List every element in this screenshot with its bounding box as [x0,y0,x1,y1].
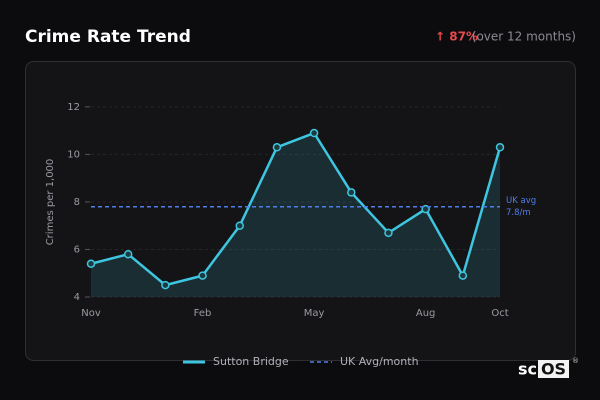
marker [458,271,468,280]
x-tick-label: Oct [491,308,508,319]
marker [272,143,282,152]
legend-label: Sutton Bridge [213,355,289,368]
reference-annotation: UK avg [506,196,536,206]
logo-mark: ® [572,357,579,365]
y-tick-label: 6 [74,244,80,255]
x-tick-label: Feb [194,308,212,319]
reference-annotation: 7.8/m [506,208,531,218]
change-value: ↑ 87% [435,30,478,44]
marker [347,188,356,197]
x-tick-label: Nov [81,308,101,319]
marker [161,280,170,290]
logo-box [538,360,569,378]
x-tick-label: Aug [416,308,436,319]
y-tick-label: 4 [74,292,80,303]
marker [235,221,244,230]
y-axis-label: Crimes per 1,000 [45,159,56,246]
area [91,133,500,297]
title: Crime Rate Trend [25,27,191,47]
line [90,131,502,287]
marker [123,249,133,259]
x-tick-label: May [304,308,325,319]
marker [495,143,505,152]
y-tick-label: 10 [67,149,80,160]
y-tick-label: 12 [67,102,80,113]
logo-boxed: OS [541,360,566,379]
marker [384,228,393,238]
change-note: (over 12 months) [472,30,576,44]
legend-label: UK Avg/month [340,355,419,368]
marker [198,271,207,280]
marker [309,128,319,138]
y-tick-label: 8 [74,197,80,208]
marker [86,259,96,268]
logo-prefix: sc [518,360,537,379]
